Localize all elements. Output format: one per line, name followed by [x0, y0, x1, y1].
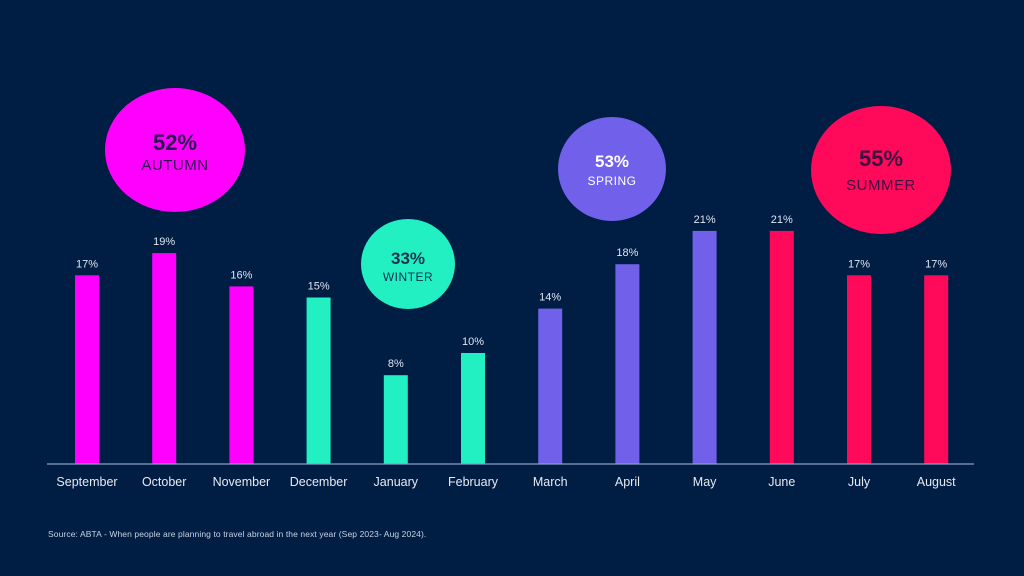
- bar-value-label: 18%: [616, 247, 638, 259]
- season-name: SPRING: [587, 174, 636, 188]
- x-tick-label: November: [213, 475, 271, 489]
- x-tick-label: January: [374, 475, 419, 489]
- bar-december: [306, 297, 331, 464]
- season-name: WINTER: [383, 270, 433, 284]
- bar-april: [615, 264, 640, 464]
- x-tick-label: June: [768, 475, 795, 489]
- bar-value-label: 17%: [848, 258, 870, 270]
- x-tick-label: February: [448, 475, 499, 489]
- bar-july: [847, 275, 871, 464]
- bubble-winter: 33% WINTER: [361, 219, 455, 309]
- season-total: 55%: [859, 146, 903, 171]
- x-tick-label: March: [533, 475, 568, 489]
- season-bubbles: 52% AUTUMN 33% WINTER 53% SPRING 55% SUMMER: [105, 88, 951, 309]
- bar-january: [383, 375, 408, 464]
- source-note: Source: ABTA - When people are planning …: [48, 529, 427, 539]
- season-name: SUMMER: [846, 177, 916, 194]
- bar-march: [538, 308, 563, 464]
- bar-value-label: 8%: [388, 358, 404, 370]
- season-total: 53%: [595, 152, 629, 171]
- bar-value-label: 16%: [230, 269, 252, 281]
- bar-value-label: 21%: [771, 214, 793, 226]
- season-name: AUTUMN: [141, 157, 208, 174]
- bar-october: [152, 253, 177, 464]
- season-total: 52%: [153, 130, 197, 155]
- x-axis-labels: September October November December January F…: [56, 475, 956, 489]
- bar-value-label: 10%: [462, 336, 484, 348]
- bar-value-label: 17%: [925, 258, 947, 270]
- bar-november: [229, 286, 254, 464]
- bar-value-label: 17%: [76, 258, 98, 270]
- x-tick-label: September: [56, 475, 117, 489]
- bar-june: [769, 230, 794, 464]
- x-tick-label: May: [693, 475, 717, 489]
- x-tick-label: August: [917, 475, 956, 489]
- season-total: 33%: [391, 249, 425, 268]
- bars: 17% 19% 16% 15% 8% 10% 14% 18% 21% 21% 17% 17%: [75, 214, 949, 464]
- bar-august: [924, 275, 949, 464]
- bubble-spring: 53% SPRING: [558, 117, 666, 221]
- bar-value-label: 14%: [539, 292, 561, 304]
- bar-value-label: 15%: [308, 281, 330, 293]
- x-tick-label: July: [848, 475, 871, 489]
- bar-may: [692, 230, 717, 464]
- bar-september: [75, 275, 99, 464]
- bar-value-label: 19%: [153, 236, 175, 248]
- bubble-autumn: 52% AUTUMN: [105, 88, 245, 212]
- x-tick-label: December: [290, 475, 348, 489]
- bubble-circle: [361, 219, 455, 309]
- x-tick-label: April: [615, 475, 640, 489]
- bubble-circle: [105, 88, 245, 212]
- bar-february: [461, 353, 485, 464]
- bubble-circle: [811, 106, 951, 234]
- bar-value-label: 21%: [694, 214, 716, 226]
- bubble-circle: [558, 117, 666, 221]
- bubble-summer: 55% SUMMER: [811, 106, 951, 234]
- x-tick-label: October: [142, 475, 186, 489]
